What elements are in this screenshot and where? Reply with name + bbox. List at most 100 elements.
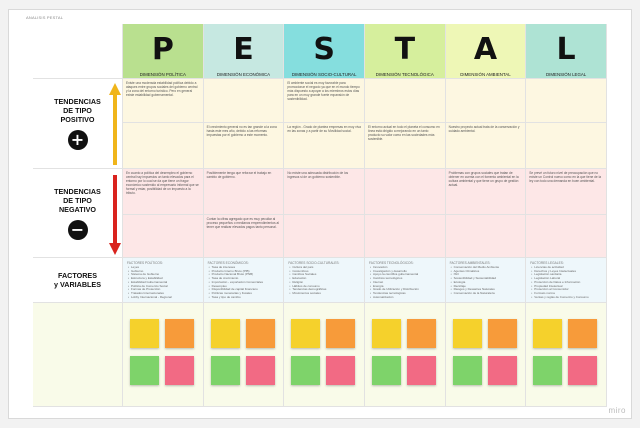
note-text: El entorno actual en todo el planeta el … [367, 125, 440, 141]
list-item: Estabilidad Gubernamental [128, 280, 199, 285]
factors-list: Innovación Investigación y desarrollo Ap… [365, 265, 445, 300]
factors-sociocultural[interactable]: FACTORES SOCIO-CULTURALES: Cultura del p… [284, 258, 365, 303]
sticky-note-yellow[interactable] [210, 319, 240, 348]
negative-label-line1: TENDENCIAS [54, 186, 101, 196]
sticky-note-orange[interactable] [245, 319, 275, 348]
sticky-note-pink[interactable] [568, 356, 598, 385]
negative-environmental-1[interactable]: Problemas con grupos sociales que tratan… [445, 169, 527, 215]
negative-technological-1[interactable] [364, 169, 446, 215]
sticky-note-yellow[interactable] [533, 319, 563, 348]
factors-title: FACTORES LEGALES: [530, 261, 564, 265]
row-label-negative: TENDENCIAS DE TIPO NEGATIVO − [33, 169, 123, 258]
factors-technological[interactable]: FACTORES TECNOLÓGICOS: Innovación Invest… [364, 258, 446, 303]
sticky-note-orange[interactable] [487, 319, 517, 348]
list-item: Protección de Datos e Información [531, 280, 602, 285]
letter-a: A [473, 32, 498, 67]
factors-list: Cultura del país Costumbres Cambios Soci… [284, 265, 364, 296]
sticky-note-green[interactable] [533, 356, 563, 385]
list-item: ISO [451, 273, 522, 277]
positive-legal-2[interactable] [526, 123, 607, 169]
positive-sociocultural-2[interactable]: La región - Grado de plantea empresas en… [284, 123, 365, 169]
sticky-note-yellow[interactable] [291, 319, 321, 348]
sticky-note-orange[interactable] [568, 319, 598, 348]
negative-environmental-2[interactable] [445, 215, 527, 258]
sticky-note-pink[interactable] [326, 356, 356, 385]
factors-list: Conservación del Medio Ambiente Agentes … [446, 265, 526, 296]
negative-legal-1[interactable]: Se prevé un futuro nivel de preocupación… [526, 169, 607, 215]
sticky-note-green[interactable] [130, 356, 159, 385]
list-item: Políticas monetarias y fiscales [209, 291, 280, 296]
positive-sociocultural-1[interactable]: El ambiente social es muy favorable para… [284, 79, 365, 123]
list-item: Educación [289, 276, 360, 281]
negative-technological-2[interactable] [364, 215, 446, 258]
frame-title[interactable]: ANALISIS PESTAL [26, 15, 64, 20]
list-item: Automatización [370, 295, 441, 300]
factors-title: FACTORES POLÍTICOS: [127, 261, 163, 265]
down-arrow-icon [109, 175, 121, 255]
sticky-note-pink[interactable] [406, 356, 436, 385]
sticky-note-green[interactable] [452, 356, 482, 385]
factors-title: FACTORES TECNOLÓGICOS: [368, 261, 414, 265]
sticky-note-pink[interactable] [487, 356, 517, 385]
note-text: La región - Grado de plantea empresas en… [287, 125, 361, 133]
factors-list: Leyes Gobierno Sistema de Gobierno Estru… [123, 265, 203, 299]
factors-economic[interactable]: FACTORES ECONÓMICOS: Tasa de intereses P… [203, 258, 285, 303]
positive-legal-1[interactable] [526, 79, 607, 123]
sticky-note-yellow[interactable] [130, 319, 159, 348]
factors-political[interactable]: FACTORES POLÍTICOS: Leyes Gobierno Siste… [123, 258, 204, 303]
negative-legal-2[interactable] [526, 215, 607, 258]
factors-legal[interactable]: FACTORES LEGALES: Licencias de actividad… [526, 258, 607, 303]
list-item: Leyes [128, 265, 199, 270]
list-item: Licencias de actividad [531, 265, 602, 270]
header-environmental[interactable]: A DIMENSIÓN AMBIENTAL [445, 24, 527, 79]
positive-political-1[interactable]: Existe una moderada estabilidad política… [123, 79, 204, 123]
note-text: El crecimiento general no es tan grande … [206, 125, 277, 137]
header-sociocultural[interactable]: S DIMENSIÓN SOCIO-CULTURAL [284, 24, 365, 79]
factors-title: FACTORES ECONÓMICOS: [207, 261, 249, 265]
factors-environmental[interactable]: FACTORES AMBIENTALES: Conservación del M… [445, 258, 527, 303]
list-item: Legislación sanitaria [531, 273, 602, 277]
sticky-note-orange[interactable] [406, 319, 436, 348]
sticky-note-yellow[interactable] [371, 319, 401, 348]
header-legal[interactable]: L DIMENSIÓN LEGAL [526, 24, 607, 79]
negative-economic-1[interactable]: Posiblemente tenga que reforzar el traba… [203, 169, 285, 215]
sticky-note-green[interactable] [371, 356, 401, 385]
list-item: Legislación Laboral [531, 276, 602, 281]
miro-logo: miro [608, 406, 626, 415]
positive-technological-2[interactable]: El entorno actual en todo el planeta el … [364, 123, 446, 169]
positive-economic-1[interactable] [203, 79, 285, 123]
letter-t: T [394, 32, 416, 67]
negative-political-1[interactable]: En cuanto a política del desempleo el go… [123, 169, 204, 215]
sticky-note-orange[interactable] [326, 319, 356, 348]
list-item: Conservación del Medio Ambiente [451, 265, 522, 270]
sticky-note-yellow[interactable] [452, 319, 482, 348]
list-item: Tasa de crecimiento [209, 276, 280, 281]
factors-label-line2: y VARIABLES [54, 280, 101, 289]
header-technological[interactable]: T DIMENSIÓN TECNOLÓGICA [364, 24, 446, 79]
factors-title: FACTORES SOCIO-CULTURALES: [288, 261, 340, 265]
negative-political-2[interactable] [123, 215, 204, 258]
sticky-note-green[interactable] [210, 356, 240, 385]
letter-e: E [233, 32, 254, 67]
positive-environmental-2[interactable]: Nuestro proyecto actual trata de la cons… [445, 123, 527, 169]
list-item: Política de Comercio Social [128, 284, 199, 289]
negative-sociocultural-2[interactable] [284, 215, 365, 258]
negative-sociocultural-1[interactable]: No existe una adecuada distribución de l… [284, 169, 365, 215]
header-economic[interactable]: E DIMENSIÓN ECONÓMICA [203, 24, 285, 79]
sticky-note-pink[interactable] [165, 356, 194, 385]
positive-political-2[interactable] [123, 123, 204, 169]
list-item: Costumbres [289, 269, 360, 274]
sticky-note-orange[interactable] [165, 319, 194, 348]
sticky-note-green[interactable] [291, 356, 321, 385]
positive-environmental-1[interactable] [445, 79, 527, 123]
negative-economic-2[interactable]: Contar la cifras agregado que es muy pec… [203, 215, 285, 258]
header-label: DIMENSIÓN TECNOLÓGICA [375, 72, 434, 77]
list-item: Tasa y tipo de cambio [209, 295, 280, 300]
list-item: Grado de Utilización y Distribución [370, 288, 441, 292]
positive-economic-2[interactable]: El crecimiento general no es tan grande … [203, 123, 285, 169]
sticky-note-pink[interactable] [245, 356, 275, 385]
header-political[interactable]: P DIMENSIÓN POLÍTICA [123, 24, 204, 79]
factors-label-line1: FACTORES [57, 271, 97, 280]
positive-technological-1[interactable] [364, 79, 446, 123]
row-label-factors: FACTORES y VARIABLES [33, 258, 123, 303]
